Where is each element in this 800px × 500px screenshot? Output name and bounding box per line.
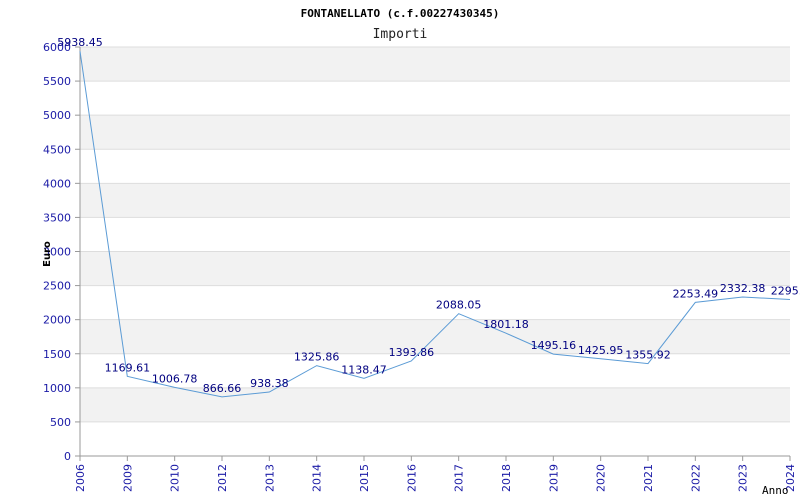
data-label: 2295.8 bbox=[771, 285, 800, 298]
y-axis-label: Euro bbox=[42, 241, 53, 267]
x-tick-label: 2022 bbox=[689, 464, 702, 492]
x-tick-label: 2015 bbox=[358, 464, 371, 492]
data-label: 1495.16 bbox=[531, 339, 577, 352]
y-tick-label: 2000 bbox=[43, 314, 71, 327]
y-tick-label: 5500 bbox=[43, 75, 71, 88]
x-tick-label: 2024 bbox=[784, 464, 797, 492]
y-tick-label: 5000 bbox=[43, 109, 71, 122]
data-label: 1355.92 bbox=[625, 349, 671, 362]
grid-band bbox=[80, 285, 790, 320]
grid-band bbox=[80, 183, 790, 218]
grid-bands bbox=[80, 46, 790, 457]
x-tick-label: 2019 bbox=[547, 464, 560, 492]
grid-band bbox=[80, 81, 790, 116]
grid-band bbox=[80, 217, 790, 252]
grid-band bbox=[80, 47, 790, 82]
chart-subtitle: Importi bbox=[373, 27, 428, 42]
x-tick-label: 2021 bbox=[642, 464, 655, 492]
x-tick-label: 2013 bbox=[263, 464, 276, 492]
x-tick-label: 2018 bbox=[500, 464, 513, 492]
x-tick-label: 2012 bbox=[216, 464, 229, 492]
x-tick-label: 2016 bbox=[405, 464, 418, 492]
y-tick-label: 0 bbox=[64, 450, 71, 463]
x-tick-label: 2017 bbox=[453, 464, 466, 492]
y-tick-label: 3500 bbox=[43, 211, 71, 224]
y-tick-label: 2500 bbox=[43, 280, 71, 293]
x-tick-label: 2020 bbox=[595, 464, 608, 492]
data-label: 2253.49 bbox=[673, 287, 719, 300]
y-tick-label: 3000 bbox=[43, 246, 71, 259]
data-label: 1325.86 bbox=[294, 351, 340, 364]
chart-title: FONTANELLATO (c.f.00227430345) bbox=[301, 7, 500, 20]
x-axis-ticks: 2006 2009 2010 2012 2013 2014 2015 2016 2017 2018… bbox=[74, 456, 797, 492]
x-tick-label: 2023 bbox=[737, 464, 750, 492]
y-tick-label: 1000 bbox=[43, 382, 71, 395]
y-tick-label: 4500 bbox=[43, 143, 71, 156]
y-tick-label: 500 bbox=[50, 416, 71, 429]
data-label: 2088.05 bbox=[436, 299, 482, 312]
grid-band bbox=[80, 353, 790, 388]
y-tick-label: 6000 bbox=[43, 41, 71, 54]
x-tick-label: 2009 bbox=[121, 464, 134, 492]
x-tick-label: 2010 bbox=[169, 464, 182, 492]
grid-band bbox=[80, 149, 790, 184]
data-label: 866.66 bbox=[203, 382, 242, 395]
grid-band bbox=[80, 251, 790, 286]
x-axis-label: Anno bbox=[762, 484, 789, 497]
series-line bbox=[79, 51, 791, 398]
data-label: 1801.18 bbox=[483, 318, 529, 331]
y-axis-ticks: 0 500 1000 1500 2000 2500 3000 3500 4000 4500 5000… bbox=[43, 41, 80, 463]
x-tick-label: 2014 bbox=[311, 464, 324, 492]
data-label: 1425.95 bbox=[578, 344, 624, 357]
x-tick-label: 2006 bbox=[74, 464, 87, 492]
data-label: 5938.45 bbox=[57, 36, 103, 49]
data-label: 1138.47 bbox=[341, 363, 387, 376]
data-label: 1169.61 bbox=[105, 361, 151, 374]
data-label: 2332.38 bbox=[720, 282, 766, 295]
grid-band bbox=[80, 115, 790, 150]
data-label: 938.38 bbox=[250, 377, 289, 390]
grid-band bbox=[80, 387, 790, 422]
y-tick-label: 4000 bbox=[43, 177, 71, 190]
data-label: 1006.78 bbox=[152, 372, 198, 385]
grid-band bbox=[80, 421, 790, 456]
data-label: 1393.86 bbox=[389, 346, 435, 359]
y-tick-label: 1500 bbox=[43, 348, 71, 361]
